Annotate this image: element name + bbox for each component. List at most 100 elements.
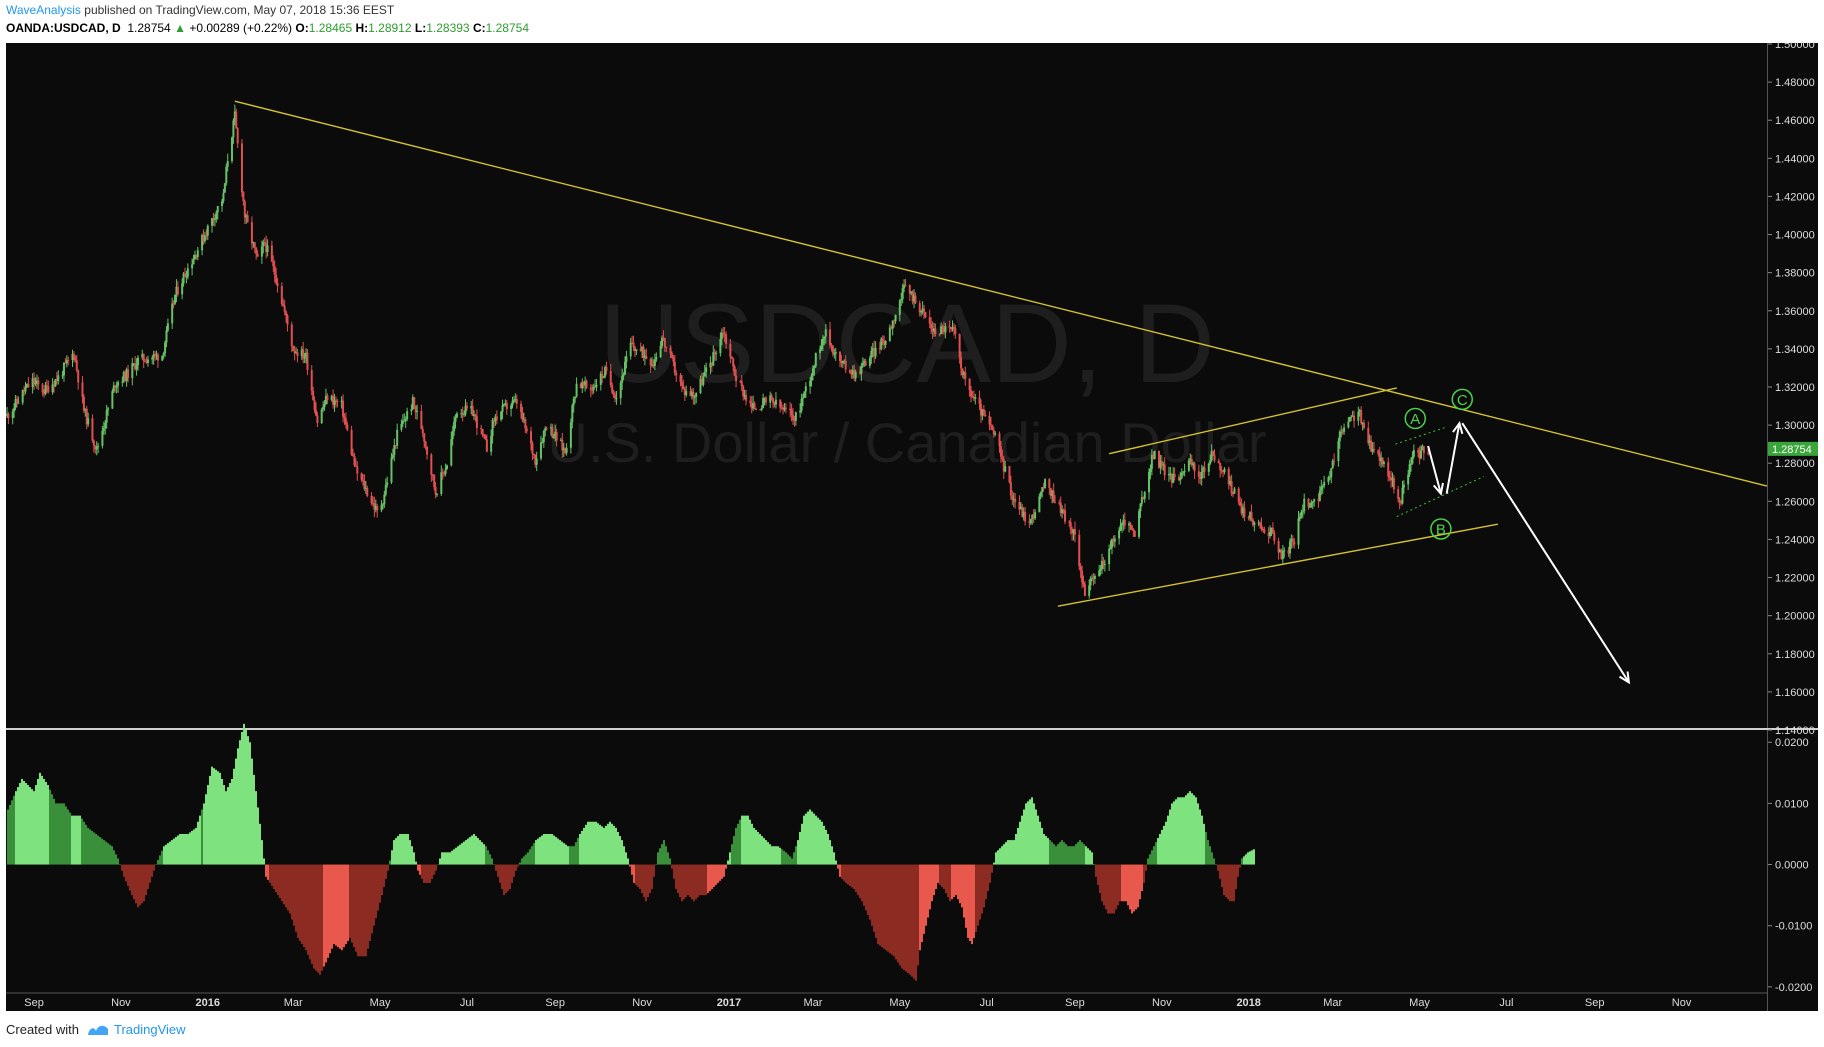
oscillator-axis[interactable]: 0.0200 0.0100 0.0000 -0.0100 -0.0200 <box>1768 737 1812 994</box>
histogram-bar <box>1203 823 1205 865</box>
candle-body <box>663 338 666 348</box>
candle-body <box>1187 460 1190 471</box>
watermark: USDCAD, D U.S. Dollar / Canadian Dollar <box>548 281 1267 474</box>
candle-body <box>520 403 523 413</box>
histogram-bar <box>469 837 471 865</box>
histogram-bar <box>779 847 781 865</box>
candle-body <box>661 337 664 346</box>
histogram-bar <box>209 775 211 865</box>
histogram-bar <box>377 864 379 911</box>
histogram-bar <box>1121 864 1123 902</box>
candle-body <box>901 288 904 300</box>
time-axis[interactable]: Sep Nov 2016 Mar May Jul Sep Nov 2017 Mar May Jul Se… <box>24 997 1692 1009</box>
candle-body <box>51 384 54 393</box>
price-axis[interactable]: 1.50000 1.48000 1.46000 1.44000 1.42000 1.400… <box>1768 42 1815 737</box>
histogram-bar <box>251 758 253 865</box>
candle-body <box>978 397 981 405</box>
candle-body <box>330 396 333 401</box>
candle-body <box>102 427 105 431</box>
candle-body <box>137 357 140 366</box>
candle-body <box>504 403 507 405</box>
candle-body <box>230 137 233 162</box>
candle-body <box>1418 452 1421 459</box>
histogram-bar <box>1143 864 1145 883</box>
candle-body <box>461 413 464 415</box>
candle-body <box>373 503 376 510</box>
histogram-bar <box>1055 846 1057 865</box>
tradingview-link[interactable]: TradingView <box>87 1022 186 1037</box>
histogram-bar <box>1243 856 1245 865</box>
candle-body <box>370 495 373 503</box>
candle-body <box>7 413 10 419</box>
histogram-bar <box>847 864 849 885</box>
candle-body <box>988 415 991 425</box>
candle-body <box>1098 570 1101 576</box>
candle-body <box>679 375 682 382</box>
author-link[interactable]: WaveAnalysis <box>6 3 81 17</box>
histogram-bar <box>1227 864 1229 900</box>
candle-body <box>894 314 897 322</box>
candle-body <box>424 441 427 447</box>
histogram-bar <box>11 800 13 865</box>
candle-body <box>920 310 923 313</box>
histogram-bar <box>355 864 357 952</box>
histogram-bar <box>843 864 845 881</box>
candle-body <box>406 411 409 420</box>
histogram-bar <box>745 815 747 865</box>
histogram-bar <box>441 852 443 865</box>
histogram-bar <box>609 821 611 865</box>
histogram-bar <box>659 848 661 865</box>
candle-body <box>733 366 736 376</box>
candle-body <box>729 343 732 357</box>
candle-body <box>642 347 645 358</box>
candle-body <box>783 407 786 410</box>
candle-body <box>1220 470 1223 472</box>
histogram-bar <box>35 785 37 865</box>
histogram-bar <box>317 864 319 973</box>
histogram-bar <box>315 864 317 971</box>
candle-body <box>861 363 864 366</box>
histogram-bar <box>349 864 351 938</box>
candle-body <box>1123 519 1126 526</box>
histogram-bar <box>1189 791 1191 865</box>
candle-body <box>313 400 316 410</box>
candle-body <box>1099 568 1102 571</box>
histogram-bar <box>707 864 709 894</box>
candle-body <box>669 347 672 354</box>
candle-body <box>396 429 399 446</box>
histogram-bar <box>103 840 105 865</box>
candle-body <box>243 201 246 218</box>
candle-body <box>814 352 817 367</box>
histogram-bar <box>25 783 27 865</box>
candle-body <box>1229 481 1232 485</box>
candle-body <box>114 385 117 388</box>
candle-body <box>1307 498 1310 508</box>
candle-body <box>112 385 115 392</box>
histogram-bar <box>489 854 491 865</box>
candle-body <box>122 372 125 382</box>
histogram-bar <box>789 856 791 865</box>
candle-body <box>253 242 256 248</box>
histogram-bar <box>759 833 761 865</box>
candle-body <box>692 391 695 398</box>
candle-body <box>1368 440 1371 444</box>
histogram-bar <box>1047 838 1049 865</box>
candle-body <box>305 352 308 358</box>
candle-body <box>1370 440 1373 452</box>
histogram-bar <box>457 846 459 865</box>
histogram-bar <box>803 815 805 865</box>
histogram-bar <box>875 864 877 938</box>
candle-body <box>1291 538 1294 542</box>
histogram-bar <box>885 864 887 951</box>
histogram-bar <box>193 829 195 865</box>
candle-body <box>193 254 196 260</box>
histogram-bar <box>1005 842 1007 865</box>
histogram-bar <box>633 864 635 883</box>
histogram-bar <box>551 833 553 865</box>
histogram-bar <box>1249 851 1251 865</box>
histogram-bar <box>541 835 543 865</box>
chart-canvas[interactable]: USDCAD, D U.S. Dollar / Canadian Dollar … <box>0 42 1824 1012</box>
candle-body <box>340 400 343 403</box>
histogram-bar <box>985 864 987 900</box>
histogram-bar <box>629 864 631 867</box>
